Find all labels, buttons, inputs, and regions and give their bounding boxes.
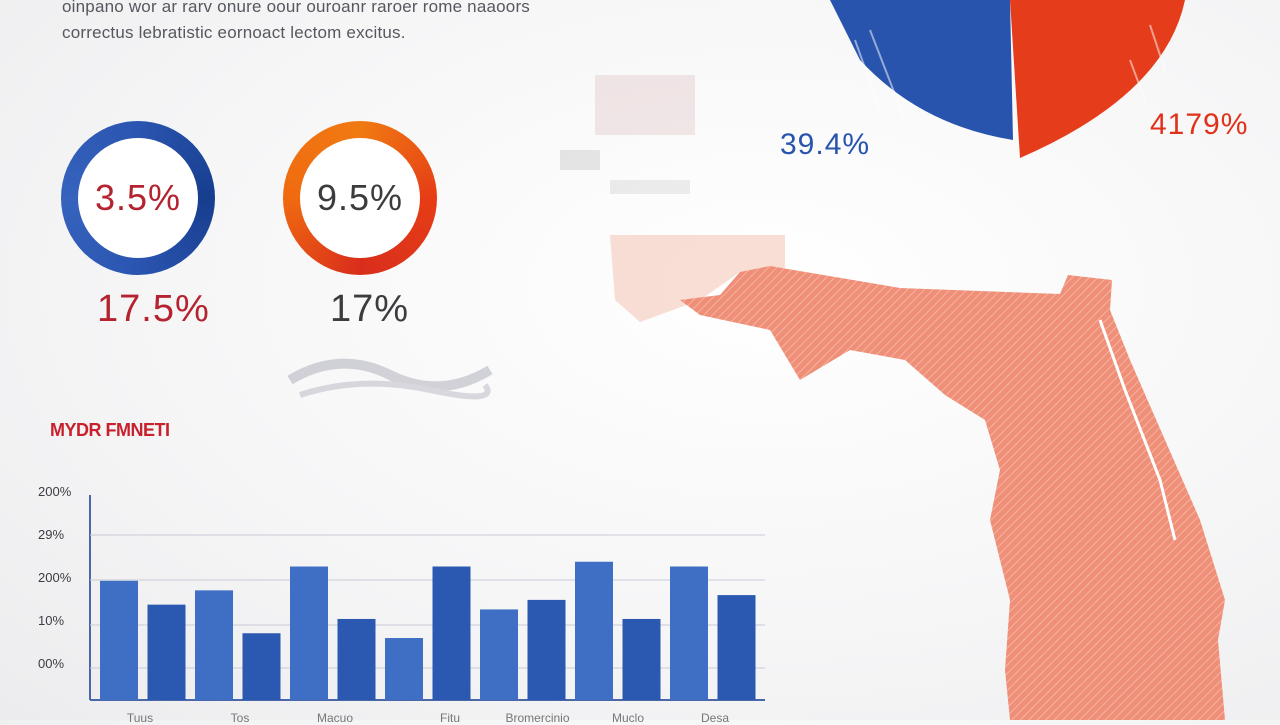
pie-label-red: 4179% (1150, 108, 1249, 141)
y-tick-label: 29% (38, 527, 65, 542)
map-coast-line (1098, 319, 1177, 541)
x-tick-label: Macuo (316, 711, 354, 725)
y-tick-label: 200% (38, 570, 72, 585)
pie-slice-blue (830, 0, 1013, 140)
intro-line-2: correctus lebratistic eornoact lectom ex… (62, 23, 406, 42)
percentage-ring-orange: 9.5% (283, 121, 437, 275)
x-tick-label: Bromercinio (505, 711, 570, 725)
bar (147, 604, 186, 700)
ring-value: 3.5% (78, 138, 198, 258)
bar (195, 590, 233, 700)
ring-subvalue: 17.5% (97, 288, 210, 330)
florida-shape (680, 266, 1225, 720)
y-tick-label: 10% (38, 613, 65, 628)
y-tick-label: 00% (38, 656, 65, 671)
bar (100, 580, 138, 700)
bar (717, 595, 756, 700)
map-faded-top (610, 235, 785, 322)
bar (432, 566, 471, 700)
x-tick-label: Tos (230, 711, 250, 725)
bar (337, 618, 376, 700)
bar (385, 638, 423, 700)
bar (622, 618, 661, 700)
bar (480, 609, 518, 700)
bar (290, 566, 328, 700)
faded-decoration (287, 358, 493, 400)
pie-label-blue: 39.4% (780, 128, 871, 161)
bar (575, 561, 613, 700)
ring-value: 9.5% (300, 138, 420, 258)
faded-decoration (560, 75, 695, 194)
bar (670, 566, 708, 700)
x-tick-label: Fitu (439, 711, 460, 725)
bar (242, 633, 281, 700)
pie-texture (854, 24, 1166, 121)
pie-slice-red (1010, 0, 1185, 158)
y-tick-label: 200% (38, 484, 72, 499)
x-tick-label: Tuus (126, 711, 154, 725)
percentage-ring-blue: 3.5% (61, 121, 215, 275)
ring-subvalue: 17% (330, 288, 410, 330)
bar (527, 599, 566, 700)
x-tick-label: Muclo (611, 711, 644, 725)
bar-chart-title: MYDR FMNETI (50, 420, 170, 440)
intro-text: oinpano wor ar rarv onure oour ouroanr r… (62, 0, 602, 46)
intro-line-1: oinpano wor ar rarv onure oour ouroanr r… (62, 0, 531, 16)
x-tick-label: Desa (700, 711, 729, 725)
